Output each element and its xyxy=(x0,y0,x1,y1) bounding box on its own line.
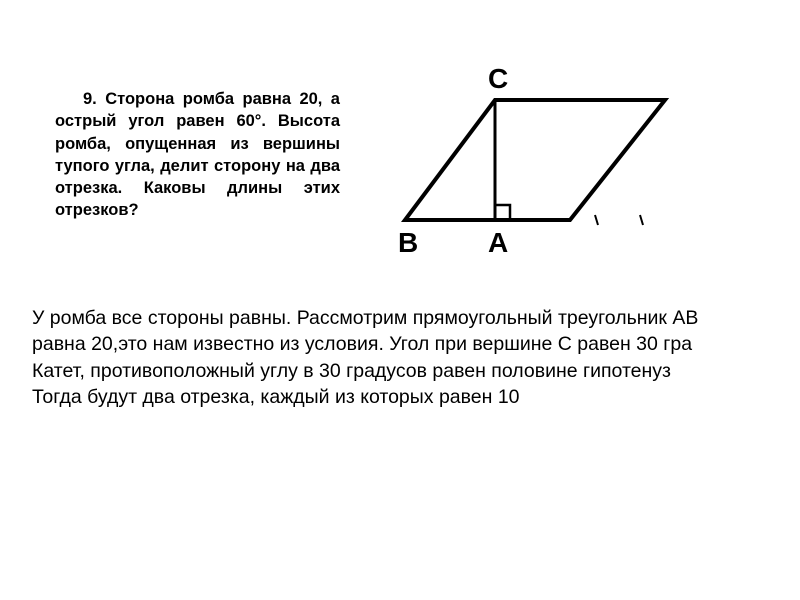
tick-mark xyxy=(640,215,643,225)
solution-line3: Катет, противоположный углу в 30 градусо… xyxy=(32,360,671,382)
problem-text: 9. Сторона ромба равна 20, а острый угол… xyxy=(55,88,340,222)
label-c: C xyxy=(488,63,508,94)
rhombus-shape xyxy=(405,100,665,220)
solution-line2: равна 20,это нам известно из условия. Уг… xyxy=(32,333,692,355)
label-b: B xyxy=(398,227,418,258)
solution-text: У ромба все стороны равны. Рассмотрим пр… xyxy=(32,305,800,410)
rhombus-figure: C B A xyxy=(370,60,690,260)
problem-number: 9. xyxy=(55,90,97,108)
problem-body: Сторона ромба равна 20, а острый угол ра… xyxy=(55,90,340,219)
label-a: A xyxy=(488,227,508,258)
solution-line1: У ромба все стороны равны. Рассмотрим пр… xyxy=(32,307,698,329)
tick-mark xyxy=(595,215,598,225)
right-angle-marker xyxy=(495,205,510,220)
solution-line4: Тогда будут два отрезка, каждый из котор… xyxy=(32,386,520,408)
